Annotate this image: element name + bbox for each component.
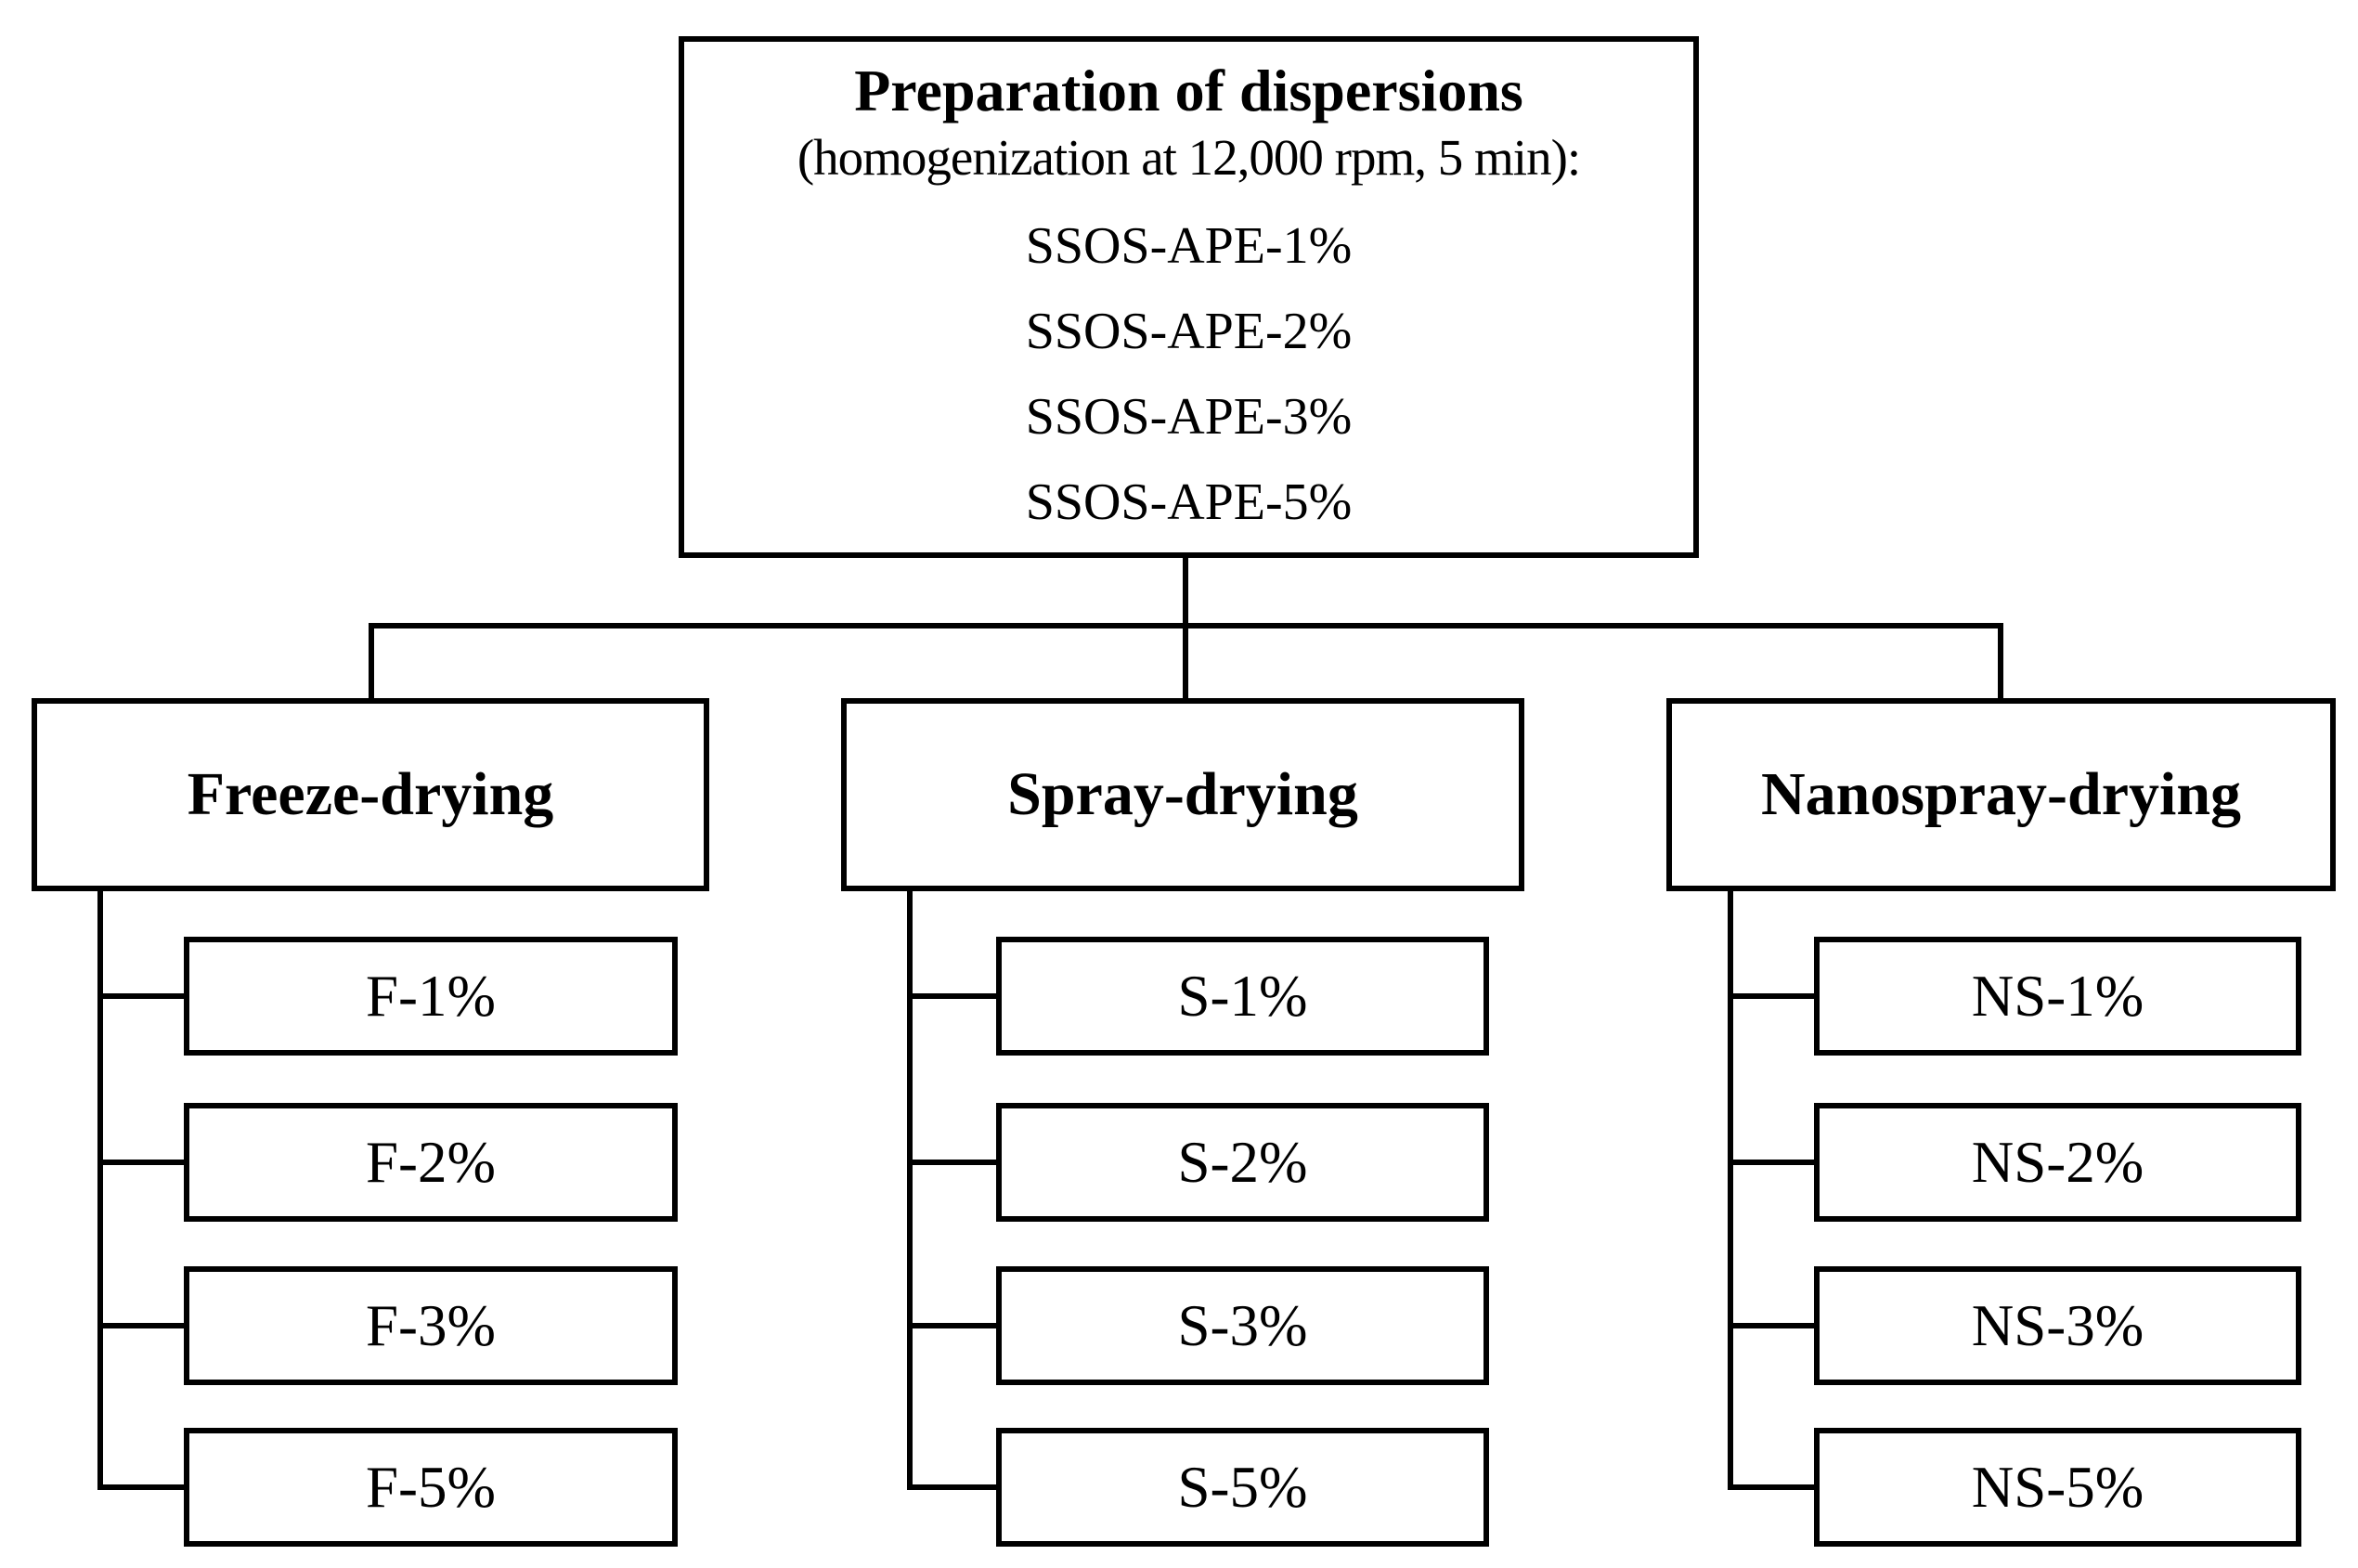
stub-nanospray-4 [1728, 1484, 1817, 1490]
child-label: F-1% [366, 963, 496, 1029]
stub-spray-1 [907, 993, 999, 999]
root-subtitle: (homogenization at 12,000 rpm, 5 min): [797, 129, 1581, 186]
child-label: F-5% [366, 1454, 496, 1520]
branch-label: Freeze-drying [187, 760, 554, 828]
dispersion-item: SSOS-APE-5% [1025, 473, 1353, 531]
child-box-ns-3: NS-3% [1814, 1266, 2301, 1385]
child-box-s-2: S-2% [996, 1103, 1489, 1222]
trunk-nanospray-drying [1728, 887, 1733, 1490]
child-box-s-5: S-5% [996, 1428, 1489, 1547]
dispersion-item: SSOS-APE-3% [1025, 388, 1353, 446]
child-box-ns-2: NS-2% [1814, 1103, 2301, 1222]
stub-nanospray-3 [1728, 1323, 1817, 1328]
child-box-f-5: F-5% [184, 1428, 678, 1547]
trunk-spray-drying [907, 887, 913, 1490]
dispersion-item: SSOS-APE-2% [1025, 303, 1353, 360]
child-label: S-1% [1177, 963, 1308, 1029]
stub-nanospray-1 [1728, 993, 1817, 999]
child-box-s-1: S-1% [996, 937, 1489, 1056]
stub-freeze-4 [97, 1484, 187, 1490]
branch-box-spray-drying: Spray-drying [841, 698, 1524, 891]
connector-horizontal [369, 623, 2003, 628]
trunk-freeze-drying [97, 887, 103, 1490]
child-label: S-3% [1177, 1292, 1308, 1358]
stub-freeze-1 [97, 993, 187, 999]
child-label: NS-1% [1971, 963, 2144, 1029]
branch-label: Nanospray-drying [1760, 760, 2242, 828]
branch-box-freeze-drying: Freeze-drying [32, 698, 709, 891]
stub-nanospray-2 [1728, 1160, 1817, 1165]
child-box-f-2: F-2% [184, 1103, 678, 1222]
dispersion-item: SSOS-APE-1% [1025, 217, 1353, 275]
child-box-f-3: F-3% [184, 1266, 678, 1385]
stub-freeze-3 [97, 1323, 187, 1328]
branch-label: Spray-drying [1007, 760, 1358, 828]
child-box-s-3: S-3% [996, 1266, 1489, 1385]
stub-spray-2 [907, 1160, 999, 1165]
child-label: F-2% [366, 1129, 496, 1195]
root-title: Preparation of dispersions [854, 58, 1523, 123]
child-label: S-5% [1177, 1454, 1308, 1520]
child-label: F-3% [366, 1292, 496, 1358]
child-label: NS-5% [1971, 1454, 2144, 1520]
child-box-f-1: F-1% [184, 937, 678, 1056]
branch-box-nanospray-drying: Nanospray-drying [1666, 698, 2336, 891]
child-box-ns-5: NS-5% [1814, 1428, 2301, 1547]
stub-freeze-2 [97, 1160, 187, 1165]
child-box-ns-1: NS-1% [1814, 937, 2301, 1056]
stub-spray-4 [907, 1484, 999, 1490]
stub-spray-3 [907, 1323, 999, 1328]
child-label: S-2% [1177, 1129, 1308, 1195]
root-box-preparation-of-dispersions: Preparation of dispersions (homogenizati… [679, 36, 1699, 558]
child-label: NS-2% [1971, 1129, 2144, 1195]
connector-drop-freeze [369, 623, 374, 701]
connector-drop-nanospray [1998, 623, 2003, 701]
child-label: NS-3% [1971, 1292, 2144, 1358]
